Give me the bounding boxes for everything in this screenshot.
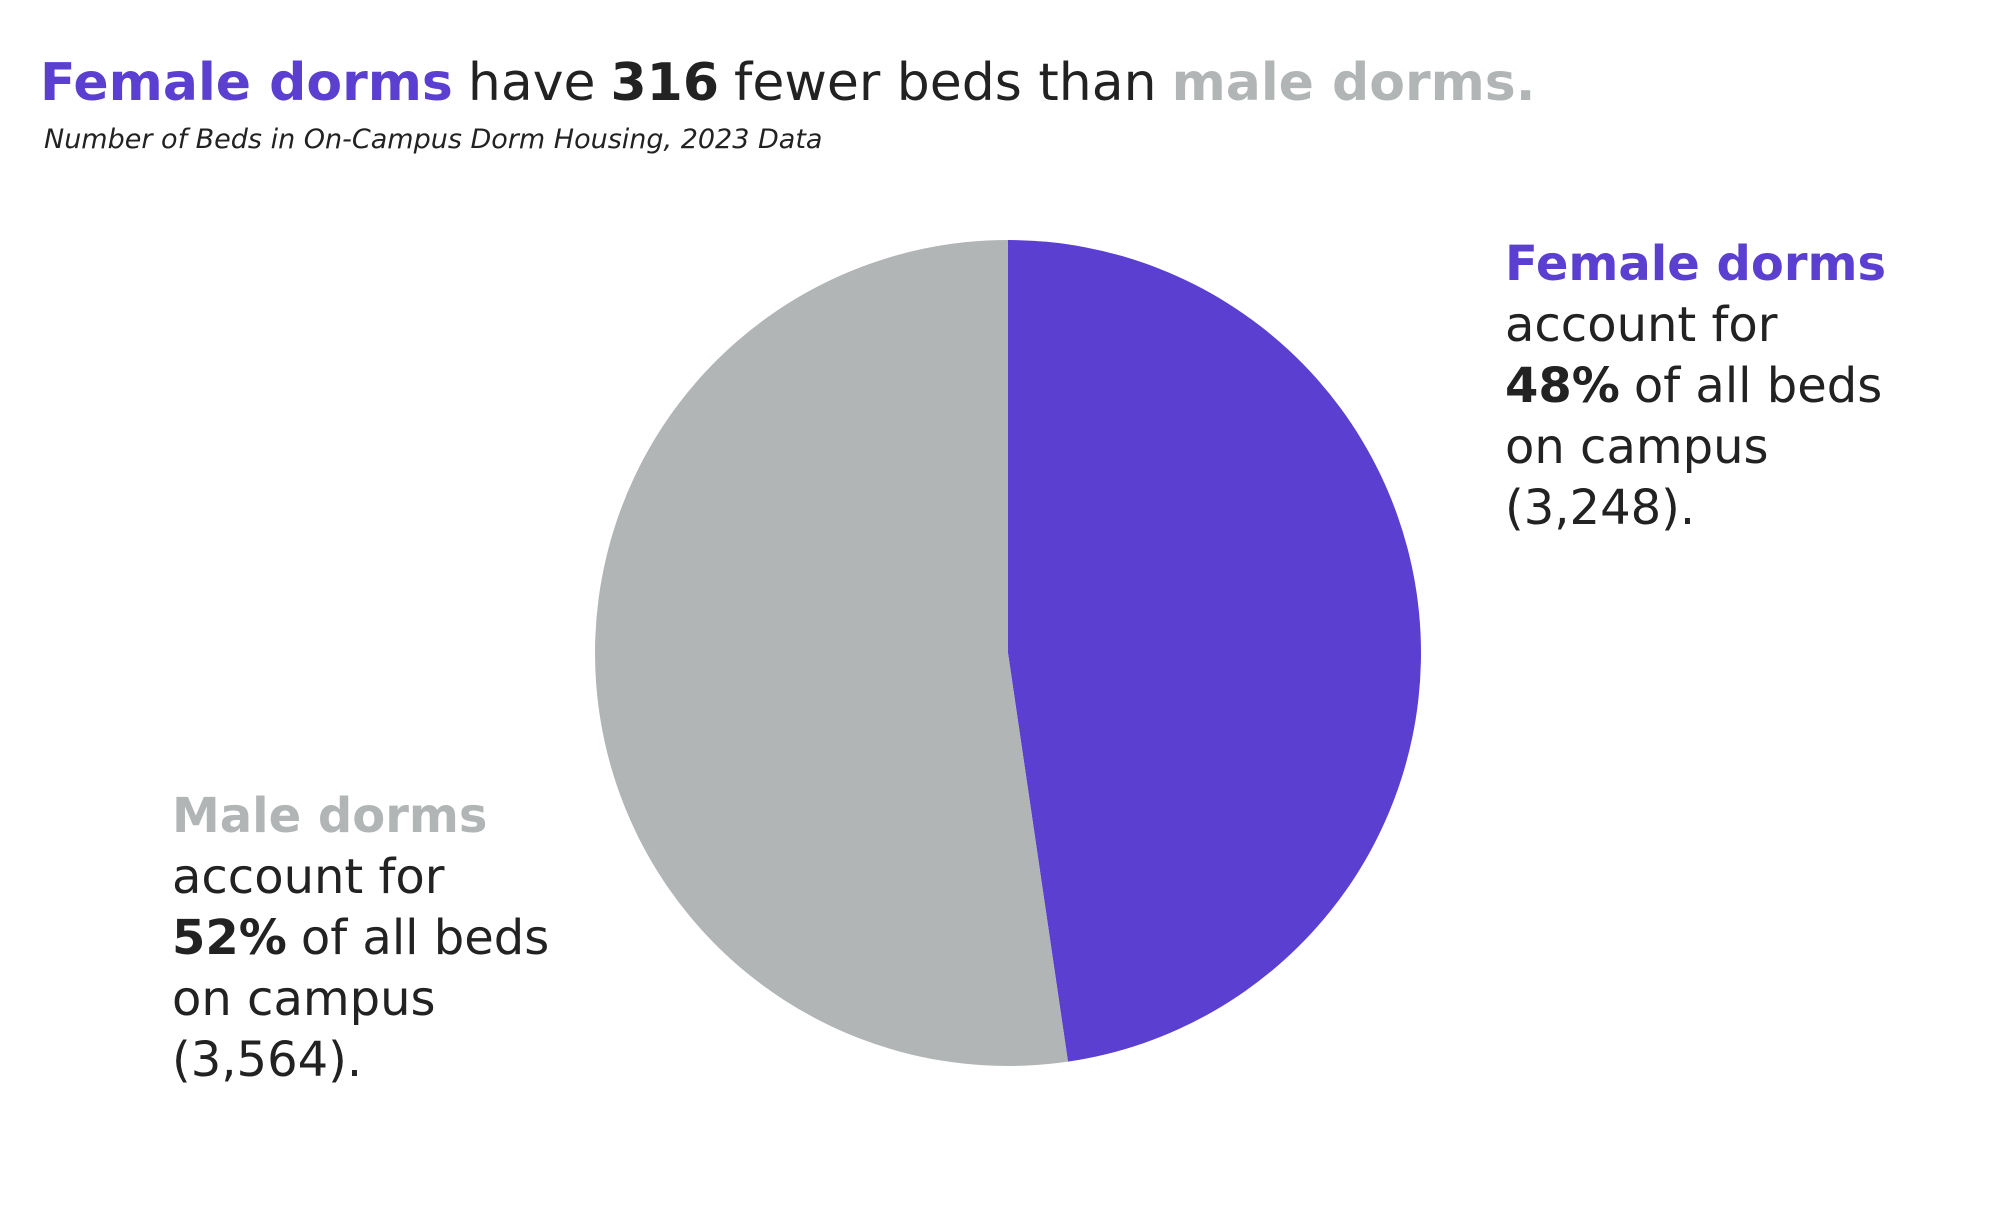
annotation-text: of all beds <box>1634 358 1882 414</box>
title-part: male dorms. <box>1172 53 1536 113</box>
annotation-line: 52% of all beds <box>172 910 549 966</box>
chart-title: Female dorms have 316 fewer beds than male d… <box>40 53 1536 113</box>
slice-name: Female dorms <box>1505 236 1886 292</box>
pie <box>594 240 1421 1066</box>
percentage-label: 48% <box>1505 358 1620 414</box>
pie-slice <box>1008 240 1421 1062</box>
value-label: (3,248). <box>1505 480 1695 536</box>
annotation-text: on campus <box>1505 419 1769 475</box>
title-part: have <box>468 53 596 113</box>
title-part: fewer beds than <box>734 53 1157 113</box>
title-part: 316 <box>610 53 719 113</box>
pie-slice <box>594 240 1068 1066</box>
slice-name: Male dorms <box>172 788 487 844</box>
annotation-text: of all beds <box>301 910 549 966</box>
chart-subtitle: Number of Beds in On-Campus Dorm Housing… <box>44 124 822 155</box>
annotation-line: 48% of all beds <box>1505 358 1882 414</box>
annotation-text: account for <box>172 849 445 905</box>
percentage-label: 52% <box>172 910 287 966</box>
value-label: (3,564). <box>172 1032 362 1088</box>
annotation-text: on campus <box>172 971 436 1027</box>
title-part: Female dorms <box>40 53 453 113</box>
annotation-text: account for <box>1505 297 1778 353</box>
